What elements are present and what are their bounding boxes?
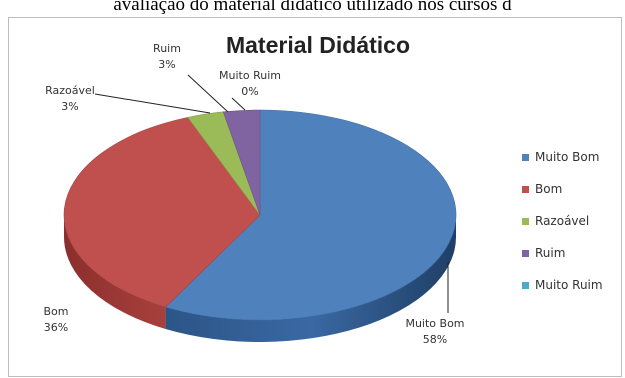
- legend-item-razoável: Razoável: [535, 214, 589, 228]
- leader-line-muito-ruim: [231, 97, 246, 111]
- legend-item-muito-bom: Muito Bom: [535, 150, 599, 164]
- legend-swatch-ruim: [522, 250, 529, 257]
- data-label-muito-ruim: Muito Ruim: [219, 69, 281, 82]
- data-percent-razoável: 3%: [61, 100, 78, 113]
- pie-side-muito-bom: [165, 215, 456, 342]
- data-percent-bom: 36%: [44, 321, 68, 334]
- legend-item-ruim: Ruim: [535, 246, 565, 260]
- legend-item-bom: Bom: [535, 182, 562, 196]
- data-label-razoável: Razoável: [45, 84, 95, 97]
- data-percent-ruim: 3%: [158, 58, 175, 71]
- page-caption: avaliação do material didático utilizado…: [113, 0, 512, 15]
- legend-swatch-bom: [522, 186, 529, 193]
- legend-swatch-razoável: [522, 218, 529, 225]
- chart-title: Material Didático: [226, 32, 410, 58]
- pie-slice-muito-bom: [164, 109, 457, 321]
- legend-item-muito-ruim: Muito Ruim: [535, 278, 603, 292]
- pie-slice-bom: [63, 117, 261, 308]
- legend: Muito Bom Bom Razoável Ruim Muito Ruim: [522, 150, 603, 292]
- data-percent-muito-bom: 58%: [423, 333, 447, 346]
- data-label-muito-bom: Muito Bom: [405, 317, 464, 330]
- data-percent-muito-ruim: 0%: [241, 85, 258, 98]
- data-label-bom: Bom: [44, 305, 69, 318]
- leader-line-razoável: [94, 93, 211, 114]
- leader-line-ruim: [187, 74, 229, 113]
- pie-slice-ruim: [222, 109, 261, 216]
- legend-swatch-muito-bom: [522, 154, 529, 161]
- legend-swatch-muito-ruim: [522, 282, 529, 289]
- data-label-ruim: Ruim: [153, 42, 181, 55]
- pie-side-bom: [64, 215, 166, 330]
